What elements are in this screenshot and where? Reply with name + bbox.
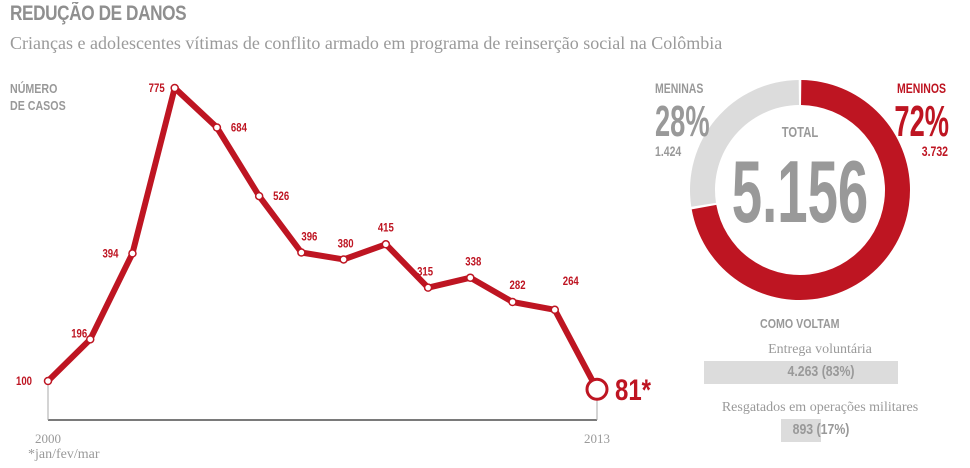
data-point xyxy=(212,123,222,132)
bar-value-label: 4.263 (83%) xyxy=(787,363,855,380)
y-axis-label: NÚMERO DE CASOS xyxy=(10,81,66,113)
data-label: 415 xyxy=(378,221,394,234)
data-point xyxy=(170,83,179,93)
bar-category-label: Entrega voluntária xyxy=(768,342,872,357)
data-label: 775 xyxy=(149,82,165,95)
footnote: *jan/fev/mar xyxy=(28,447,100,462)
data-point xyxy=(423,283,433,292)
data-point xyxy=(43,376,53,386)
total-value: 5.156 xyxy=(732,143,869,242)
data-label: 394 xyxy=(102,247,118,260)
bar-category-label: Resgatados em operações militares xyxy=(721,400,919,415)
meninos-label: MENINOS xyxy=(897,81,946,97)
data-label: 526 xyxy=(273,190,289,203)
data-point xyxy=(508,297,517,307)
meninas-label: MENINAS xyxy=(655,81,703,97)
data-point xyxy=(85,335,95,344)
meninas-value: 1.424 xyxy=(655,144,681,160)
data-point xyxy=(381,240,391,249)
data-point xyxy=(550,305,560,315)
chart-title: REDUÇÃO DE DANOS xyxy=(10,2,187,25)
data-label: 100 xyxy=(16,375,32,388)
data-point xyxy=(254,191,264,201)
bar xyxy=(781,419,821,442)
data-label: 196 xyxy=(71,327,87,340)
bar xyxy=(704,361,899,384)
chart-subtitle: Crianças e adolescentes vítimas de confl… xyxy=(10,33,723,53)
data-label: 338 xyxy=(465,256,481,269)
data-label: 684 xyxy=(231,122,247,135)
data-point xyxy=(585,377,609,401)
x-tick-label: 2000 xyxy=(35,431,61,446)
meninos-percent: 72% xyxy=(894,96,949,145)
data-label: 282 xyxy=(510,279,526,292)
data-label: 264 xyxy=(563,275,579,288)
meninas-percent: 28% xyxy=(655,96,710,145)
x-tick-label: 2013 xyxy=(584,431,610,446)
data-label: 81* xyxy=(615,373,651,407)
bar-value-label: 893 (17%) xyxy=(792,421,850,438)
data-point xyxy=(128,249,137,258)
data-label: 380 xyxy=(338,238,354,251)
data-label: 315 xyxy=(417,266,433,279)
data-label: 396 xyxy=(301,231,317,244)
bar-chart-title: COMO VOLTAM xyxy=(760,316,840,331)
data-line xyxy=(45,85,600,391)
meninos-value: 3.732 xyxy=(922,144,948,160)
data-point xyxy=(339,255,348,264)
data-point xyxy=(466,273,475,282)
donut-slice-meninas xyxy=(690,80,799,207)
total-label: TOTAL xyxy=(782,123,818,140)
data-point xyxy=(297,248,306,257)
